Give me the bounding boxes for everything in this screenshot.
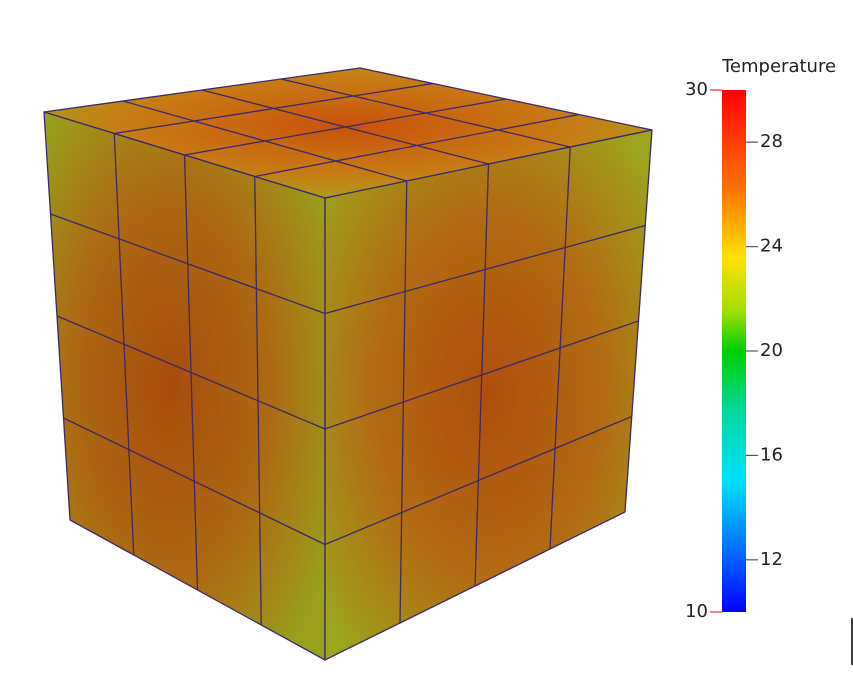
cube-grid-line [63, 417, 326, 546]
cube-grid-line [549, 146, 571, 550]
cube-grid-line [184, 98, 507, 156]
cube-right-face [324, 129, 653, 662]
cube-grid-line [254, 113, 580, 178]
colorbar-tick-label: 12 [760, 549, 783, 570]
cube-grid-line [280, 78, 571, 148]
cube [43, 67, 653, 662]
colorbar-tick-label: 24 [760, 236, 783, 257]
colorbar-tick-label: 20 [760, 340, 783, 361]
colorbar [722, 90, 746, 612]
colorbar-range-label: 10 [685, 601, 708, 622]
cube-grid-line [56, 315, 326, 430]
colorbar-tick-label: 28 [760, 131, 783, 152]
cube-grid-line [324, 320, 639, 430]
colorbar-title: Temperature [721, 56, 836, 77]
cube-left-face [43, 111, 326, 662]
colorbar-tick-label: 16 [760, 444, 783, 465]
cube-grid-line [324, 415, 633, 546]
colorbar-range-label: 30 [685, 79, 708, 100]
cube-grid-line [254, 176, 262, 626]
